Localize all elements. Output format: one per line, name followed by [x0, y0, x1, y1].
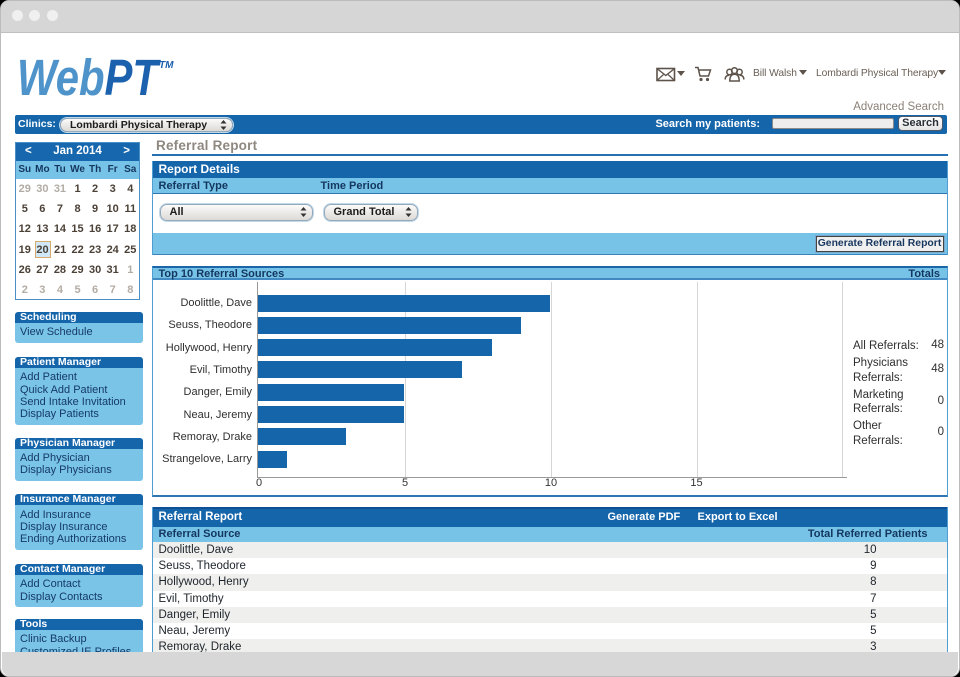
svg-text:TM: TM [159, 60, 174, 71]
svg-text:WebPT: WebPT [17, 49, 161, 100]
